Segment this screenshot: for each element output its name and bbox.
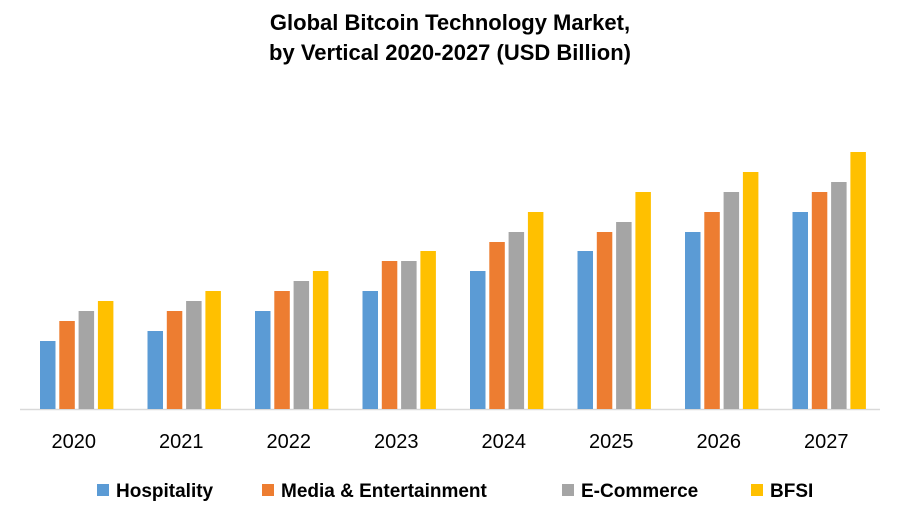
bar-2026-bfsi: [742, 172, 759, 409]
bar-2023-e-commerce: [401, 261, 417, 409]
bar-2025-media-entertainment: [596, 232, 613, 409]
bar-2022-bfsi: [312, 271, 329, 409]
bar-2025-hospitality: [577, 251, 593, 409]
bar-2026-media-entertainment: [704, 212, 720, 409]
x-tick-label: 2026: [697, 431, 742, 453]
x-tick-label: 2022: [267, 431, 312, 453]
bar-2027-bfsi: [850, 152, 866, 409]
bar-2020-hospitality: [40, 341, 56, 409]
x-tick-label: 2024: [482, 431, 527, 453]
chart-title-line1: Global Bitcoin Technology Market,: [269, 10, 631, 35]
bar-2023-hospitality: [362, 291, 378, 409]
legend-swatch: [97, 484, 109, 496]
bar-2025-e-commerce: [616, 222, 632, 409]
bar-2020-bfsi: [97, 301, 114, 409]
bar-2021-media-entertainment: [166, 311, 183, 409]
bar-2023-media-entertainment: [381, 261, 398, 409]
x-tick-label: 2023: [374, 431, 419, 453]
bar-2024-e-commerce: [508, 232, 525, 409]
bar-2026-hospitality: [685, 232, 701, 409]
legend-label: BFSI: [770, 481, 813, 502]
bar-2020-e-commerce: [78, 311, 95, 409]
bar-2021-bfsi: [205, 291, 221, 409]
x-tick-label: 2021: [159, 431, 204, 453]
legend-swatch: [562, 484, 574, 496]
bar-2027-e-commerce: [831, 182, 847, 409]
x-tick-label: 2027: [804, 431, 849, 453]
chart-title-line2: by Vertical 2020-2027 (USD Billion): [269, 40, 631, 65]
bar-2027-hospitality: [792, 212, 808, 409]
bar-2026-e-commerce: [723, 192, 740, 409]
x-tick-label: 2025: [589, 431, 634, 453]
bar-2022-media-entertainment: [274, 291, 290, 409]
bar-2024-media-entertainment: [489, 242, 505, 409]
legend-swatch: [751, 484, 763, 496]
bar-2022-e-commerce: [293, 281, 310, 409]
bar-2024-bfsi: [527, 212, 544, 409]
bar-2027-media-entertainment: [811, 192, 828, 409]
bar-2021-hospitality: [147, 331, 163, 409]
x-tick-label: 2020: [52, 431, 97, 453]
bar-2022-hospitality: [255, 311, 271, 409]
legend-label: E-Commerce: [581, 481, 698, 502]
bar-2025-bfsi: [635, 192, 651, 409]
bar-2024-hospitality: [470, 271, 486, 409]
legend-swatch: [262, 484, 274, 496]
legend-label: Hospitality: [116, 481, 214, 502]
bar-2023-bfsi: [420, 251, 436, 409]
bar-2020-media-entertainment: [59, 321, 75, 409]
legend-label: Media & Entertainment: [281, 481, 488, 502]
bar-2021-e-commerce: [186, 301, 202, 409]
